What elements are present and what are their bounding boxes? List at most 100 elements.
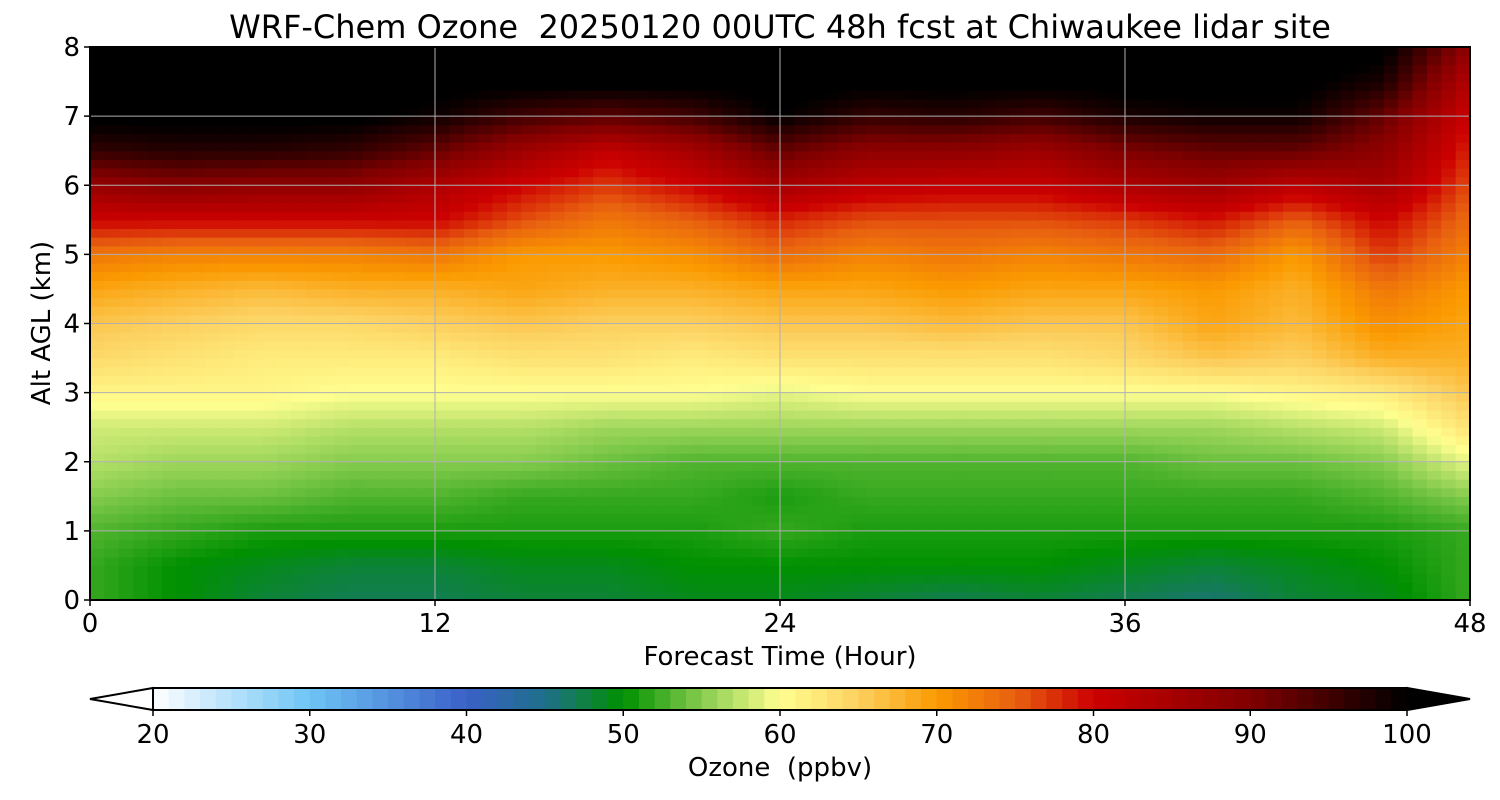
- ozone-cell: [104, 409, 120, 420]
- ozone-cell: [133, 297, 149, 307]
- ozone-cell: [1240, 185, 1255, 195]
- ozone-cell: [938, 176, 954, 186]
- ozone-cell: [291, 228, 307, 238]
- ozone-cell: [923, 306, 939, 316]
- ozone-cell: [190, 280, 206, 290]
- ozone-cell: [952, 383, 968, 394]
- ozone-cell: [1340, 332, 1356, 342]
- ozone-cell: [938, 323, 954, 333]
- ozone-cell: [1355, 565, 1370, 575]
- ozone-cell: [1398, 288, 1414, 299]
- ozone-cell: [880, 444, 896, 454]
- ozone-cell: [176, 556, 192, 567]
- ozone-cell: [808, 574, 824, 584]
- ozone-cell: [276, 427, 292, 437]
- ozone-cell: [621, 582, 637, 592]
- ozone-cell: [837, 366, 853, 376]
- ozone-cell: [363, 418, 379, 428]
- ozone-cell: [593, 254, 609, 264]
- ozone-cell: [794, 565, 810, 575]
- ozone-cell: [952, 349, 968, 359]
- ozone-cell: [1297, 530, 1313, 541]
- ozone-cell: [133, 530, 149, 541]
- ozone-cell: [1311, 228, 1327, 238]
- ozone-cell: [1297, 332, 1313, 342]
- ozone-cell: [248, 504, 264, 515]
- ozone-cell: [420, 263, 436, 273]
- ozone-cell: [147, 574, 163, 584]
- ozone-cell: [837, 306, 853, 316]
- ozone-cell: [1225, 159, 1241, 169]
- ozone-cell: [880, 392, 896, 402]
- ozone-cell: [1268, 461, 1284, 471]
- ozone-cell: [1225, 323, 1241, 333]
- ozone-cell: [176, 530, 192, 541]
- ozone-cell: [995, 453, 1011, 463]
- ozone-cell: [708, 245, 724, 255]
- ozone-cell: [1038, 522, 1054, 532]
- ozone-cell: [1254, 332, 1270, 342]
- ozone-cell: [1455, 453, 1471, 463]
- ozone-cell: [449, 254, 465, 264]
- ozone-cell: [1426, 159, 1442, 169]
- ozone-cell: [636, 167, 652, 178]
- ozone-cell: [693, 358, 709, 368]
- ozone-cell: [377, 383, 393, 394]
- ozone-cell: [1081, 211, 1097, 221]
- ozone-cell: [1153, 513, 1169, 523]
- ozone-cell: [1225, 288, 1241, 299]
- ozone-cell: [1398, 496, 1414, 506]
- ozone-cell: [1311, 254, 1327, 264]
- ozone-cell: [90, 219, 105, 230]
- ozone-cell: [219, 392, 235, 402]
- ozone-cell: [1211, 401, 1227, 411]
- ozone-cell: [248, 582, 264, 592]
- ozone-cell: [966, 427, 982, 437]
- ozone-cell: [276, 280, 292, 290]
- ozone-cell: [1455, 358, 1471, 368]
- ozone-cell: [219, 375, 235, 385]
- ozone-cell: [636, 185, 652, 195]
- ozone-cell: [492, 219, 508, 230]
- ozone-cell: [1053, 556, 1069, 567]
- ozone-cell: [995, 245, 1011, 255]
- ozone-cell: [794, 271, 810, 281]
- ozone-cell: [981, 323, 997, 333]
- ozone-cell: [1196, 358, 1212, 368]
- ozone-cell: [1455, 237, 1471, 247]
- ozone-cell: [363, 358, 379, 368]
- ozone-cell: [205, 219, 220, 230]
- ozone-cell: [636, 496, 652, 506]
- ozone-cell: [564, 461, 580, 471]
- ozone-cell: [147, 383, 163, 394]
- ozone-cell: [535, 487, 551, 497]
- ozone-cell: [1340, 582, 1356, 592]
- ozone-cell: [363, 349, 379, 359]
- ozone-cell: [1053, 401, 1069, 411]
- ozone-cell: [665, 280, 680, 290]
- ozone-cell: [1067, 539, 1083, 549]
- ozone-cell: [320, 228, 335, 238]
- ozone-cell: [1283, 392, 1299, 402]
- ozone-cell: [348, 591, 364, 601]
- ozone-cell: [1412, 487, 1428, 497]
- ozone-cell: [981, 228, 997, 238]
- ozone-cell: [1340, 435, 1356, 446]
- ozone-cell: [478, 375, 494, 385]
- ozone-cell: [104, 453, 120, 463]
- ozone-cell: [1081, 202, 1097, 212]
- ozone-cell: [104, 263, 120, 273]
- ozone-cell: [1081, 306, 1097, 316]
- ozone-cell: [334, 280, 350, 290]
- ozone-cell: [1067, 548, 1083, 558]
- ozone-cell: [305, 487, 321, 497]
- ozone-cell: [1254, 159, 1270, 169]
- ozone-cell: [1283, 409, 1299, 420]
- ozone-cell: [463, 591, 479, 601]
- ozone-cell: [1081, 556, 1097, 567]
- ozone-cell: [578, 228, 594, 238]
- ozone-cell: [981, 383, 997, 394]
- ozone-cell: [1268, 211, 1284, 221]
- ozone-cell: [837, 453, 853, 463]
- ozone-cell: [851, 487, 867, 497]
